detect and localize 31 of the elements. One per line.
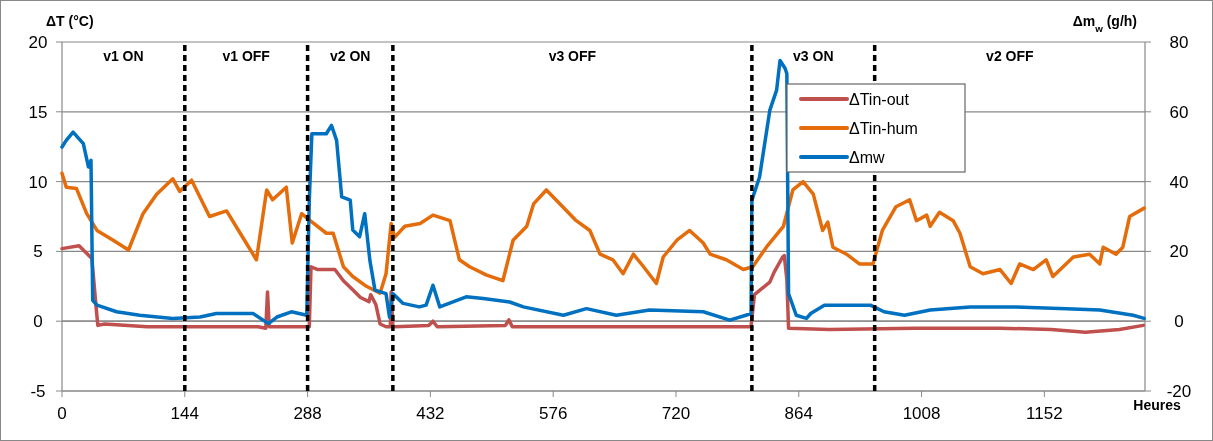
x-tick-label: 576 bbox=[539, 404, 568, 423]
annotation: v3 OFF bbox=[548, 48, 597, 64]
y-tick-label: 10 bbox=[28, 172, 48, 192]
y2-tick-label: 60 bbox=[1169, 102, 1189, 122]
y-tick-label: 0 bbox=[33, 312, 43, 332]
x-tick-label: 288 bbox=[293, 404, 322, 423]
x-tick-label: 720 bbox=[661, 404, 691, 423]
legend-label: ΔTin-out bbox=[849, 91, 910, 108]
x-tick-label: 1008 bbox=[902, 404, 941, 423]
y2-tick-label: 0 bbox=[1174, 312, 1184, 332]
y2-tick-label: 80 bbox=[1169, 33, 1189, 52]
y-tick-label: 5 bbox=[33, 242, 43, 262]
y-tick-label: 15 bbox=[28, 102, 48, 122]
x-tick-label: 1152 bbox=[1026, 404, 1063, 423]
y-tick-label: -5 bbox=[30, 382, 46, 401]
y2-axis-title: Δm$_{w}$ (g/h) bbox=[1072, 13, 1137, 34]
y2-tick-label: 20 bbox=[1169, 242, 1189, 262]
y-axis-title: ΔT (°C) bbox=[46, 13, 94, 29]
annotation: v3 ON bbox=[793, 48, 834, 64]
x-tick-label: 0 bbox=[57, 404, 67, 423]
annotation: v1 ON bbox=[103, 48, 144, 64]
y-tick-label: 20 bbox=[28, 33, 48, 52]
x-tick-label: 144 bbox=[170, 404, 199, 423]
x-tick-label: 864 bbox=[784, 404, 813, 423]
legend-label: Δmw bbox=[849, 149, 886, 166]
y2-tick-label: 40 bbox=[1169, 172, 1189, 192]
annotation: v2 ON bbox=[330, 48, 371, 64]
x-tick-label: 432 bbox=[416, 404, 445, 423]
annotation: v2 OFF bbox=[986, 48, 1035, 64]
legend-label: ΔTin-hum bbox=[849, 120, 918, 137]
annotation: v1 OFF bbox=[222, 48, 271, 64]
